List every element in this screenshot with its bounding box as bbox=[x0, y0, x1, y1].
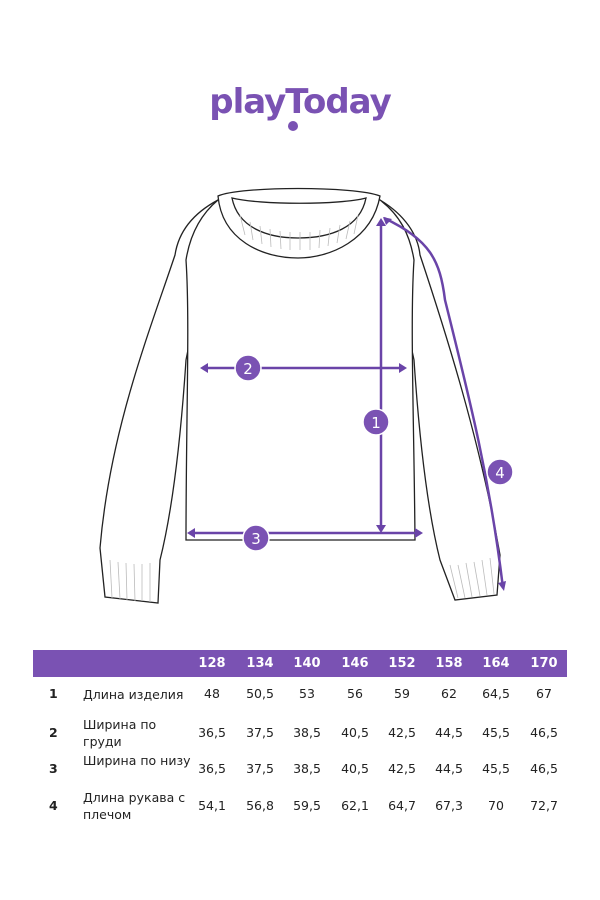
cell-value: 45,5 bbox=[482, 761, 510, 776]
row-label: Длина рукава с плечом bbox=[83, 790, 186, 822]
cell-value: 64,7 bbox=[388, 798, 416, 813]
row-number: 4 bbox=[49, 798, 58, 813]
row-number: 1 bbox=[49, 686, 58, 701]
cell-value: 45,5 bbox=[482, 725, 510, 740]
size-header: 170 bbox=[530, 656, 558, 671]
table-row: 1 Длина изделия 48 50,5 53 56 59 62 64,5 67 bbox=[33, 686, 567, 722]
svg-text:3: 3 bbox=[251, 530, 261, 548]
svg-text:2: 2 bbox=[243, 360, 253, 378]
cell-value: 72,7 bbox=[530, 798, 558, 813]
marker-2: 2 bbox=[234, 354, 262, 382]
cell-value: 50,5 bbox=[246, 686, 274, 701]
row-label: Ширина по низу bbox=[83, 753, 191, 768]
size-header-row: 128 134 140 146 152 158 164 170 bbox=[33, 650, 567, 677]
row-label: Длина изделия bbox=[83, 687, 184, 702]
svg-text:1: 1 bbox=[371, 414, 381, 432]
marker-3: 3 bbox=[242, 524, 270, 552]
cell-value: 59 bbox=[394, 686, 410, 701]
cell-value: 48 bbox=[204, 686, 220, 701]
brand-logo: playToday bbox=[209, 82, 392, 122]
cell-value: 67,3 bbox=[435, 798, 463, 813]
cell-value: 38,5 bbox=[293, 761, 321, 776]
cell-value: 46,5 bbox=[530, 761, 558, 776]
cell-value: 53 bbox=[299, 686, 315, 701]
cell-value: 40,5 bbox=[341, 761, 369, 776]
cell-value: 36,5 bbox=[198, 725, 226, 740]
measurement-markers: 2 3 1 4 bbox=[234, 354, 514, 552]
marker-4: 4 bbox=[486, 458, 514, 486]
cell-value: 54,1 bbox=[198, 798, 226, 813]
size-table: 128 134 140 146 152 158 164 170 1 Длина и… bbox=[33, 650, 567, 822]
cell-value: 38,5 bbox=[293, 725, 321, 740]
cell-value: 44,5 bbox=[435, 725, 463, 740]
logo-dot bbox=[288, 121, 298, 131]
cell-value: 37,5 bbox=[246, 725, 274, 740]
cell-value: 62 bbox=[441, 686, 457, 701]
marker-1: 1 bbox=[362, 408, 390, 436]
sweater-body bbox=[185, 199, 416, 541]
cell-value: 59,5 bbox=[293, 798, 321, 813]
cell-value: 46,5 bbox=[530, 725, 558, 740]
size-header: 146 bbox=[341, 656, 369, 671]
size-header: 134 bbox=[246, 656, 274, 671]
sweater-outline bbox=[99, 187, 501, 604]
cell-value: 56,8 bbox=[246, 798, 274, 813]
measure-line-4 bbox=[383, 216, 505, 589]
cell-value: 42,5 bbox=[388, 725, 416, 740]
cell-value: 44,5 bbox=[435, 761, 463, 776]
cell-value: 56 bbox=[347, 686, 363, 701]
row-number: 3 bbox=[49, 761, 58, 776]
cell-value: 62,1 bbox=[341, 798, 369, 813]
size-header: 164 bbox=[482, 656, 510, 671]
size-header: 152 bbox=[388, 656, 416, 671]
size-header: 128 bbox=[198, 656, 226, 671]
svg-text:4: 4 bbox=[495, 464, 505, 482]
row-number: 2 bbox=[49, 725, 58, 740]
cell-value: 64,5 bbox=[482, 686, 510, 701]
cell-value: 40,5 bbox=[341, 725, 369, 740]
size-header: 158 bbox=[435, 656, 463, 671]
table-row: 2 Ширина по груди 36,5 37,5 38,5 40,5 42,5 44,5… bbox=[33, 716, 567, 752]
cell-value: 37,5 bbox=[246, 761, 274, 776]
size-header: 140 bbox=[293, 656, 321, 671]
table-row: 3 Ширина по низу 36,5 37,5 38,5 40,5 42,5 44,5 4… bbox=[33, 752, 567, 788]
table-row: 4 Длина рукава с плечом 54,1 56,8 59,5 62,1 64… bbox=[33, 789, 567, 825]
cell-value: 70 bbox=[488, 798, 504, 813]
cell-value: 67 bbox=[536, 686, 552, 701]
sweater-diagram: 2 3 1 4 bbox=[99, 187, 514, 604]
row-label: Ширина по груди bbox=[83, 717, 157, 749]
cell-value: 36,5 bbox=[198, 761, 226, 776]
cell-value: 42,5 bbox=[388, 761, 416, 776]
rib-texture bbox=[109, 214, 495, 602]
